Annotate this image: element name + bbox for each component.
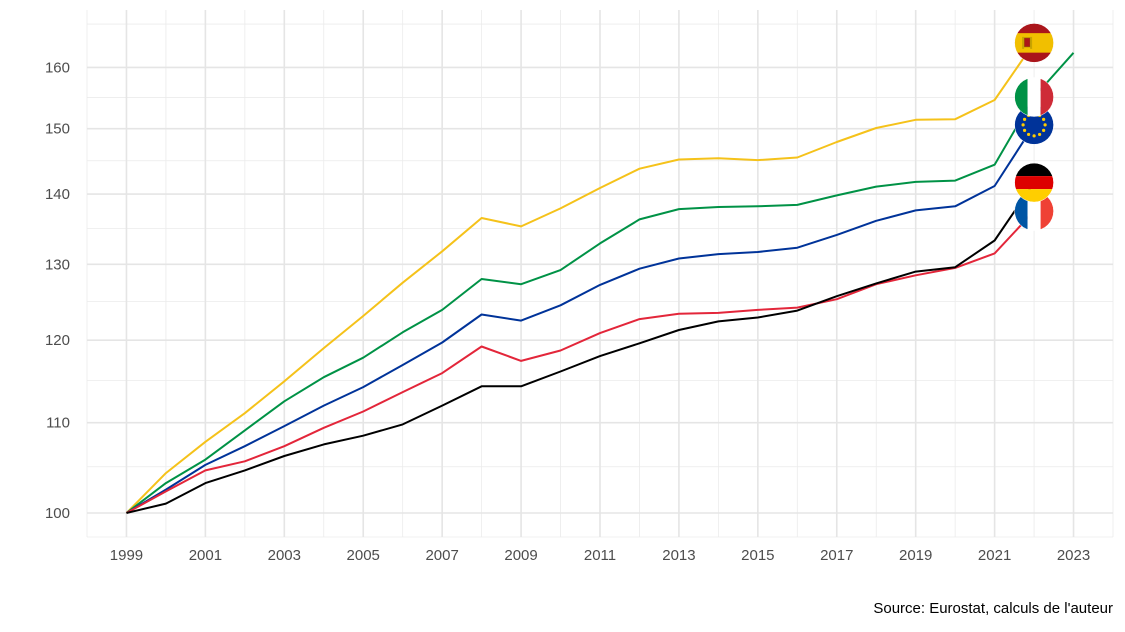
series-flags [1014, 23, 1054, 231]
x-tick-label: 2013 [662, 547, 695, 564]
x-tick-label: 2009 [504, 547, 537, 564]
x-tick-label: 2011 [584, 547, 616, 564]
germany-flag-icon [1014, 162, 1054, 203]
y-tick-label: 160 [45, 59, 70, 76]
y-tick-label: 130 [45, 256, 70, 273]
y-tick-label: 150 [45, 121, 70, 138]
series-line [125, 52, 1075, 514]
x-tick-label: 2019 [899, 547, 932, 564]
series-lines [125, 42, 1075, 514]
x-tick-label: 2017 [820, 547, 853, 564]
y-tick-label: 140 [45, 186, 70, 203]
x-tick-label: 2015 [741, 547, 774, 564]
y-tick-label: 110 [46, 415, 70, 432]
x-tick-label: 2001 [189, 547, 222, 564]
series-line [126, 210, 1035, 514]
x-tick-label: 2005 [347, 547, 380, 564]
x-tick-label: 2021 [978, 547, 1011, 564]
gridlines [86, 10, 1114, 538]
series-line [125, 124, 1035, 514]
x-tick-label: 1999 [110, 547, 143, 564]
spain-flag-icon [1014, 23, 1054, 63]
y-tick-label: 120 [45, 332, 70, 349]
series-line [126, 182, 1035, 514]
x-axis-ticks: 1999 2001 2003 2005 2007 2009 2011 2013 2015 2017… [110, 547, 1090, 564]
series-line [125, 42, 1035, 514]
x-tick-label: 2003 [268, 547, 301, 564]
y-axis-ticks: 100 110 120 130 140 150 160 [45, 59, 70, 522]
x-tick-label: 2023 [1057, 547, 1090, 564]
y-tick-label: 100 [45, 505, 70, 522]
italy-flag-icon [1014, 77, 1054, 117]
source-caption: Source: Eurostat, calculs de l'auteur [873, 600, 1113, 617]
x-tick-label: 2007 [425, 547, 458, 564]
